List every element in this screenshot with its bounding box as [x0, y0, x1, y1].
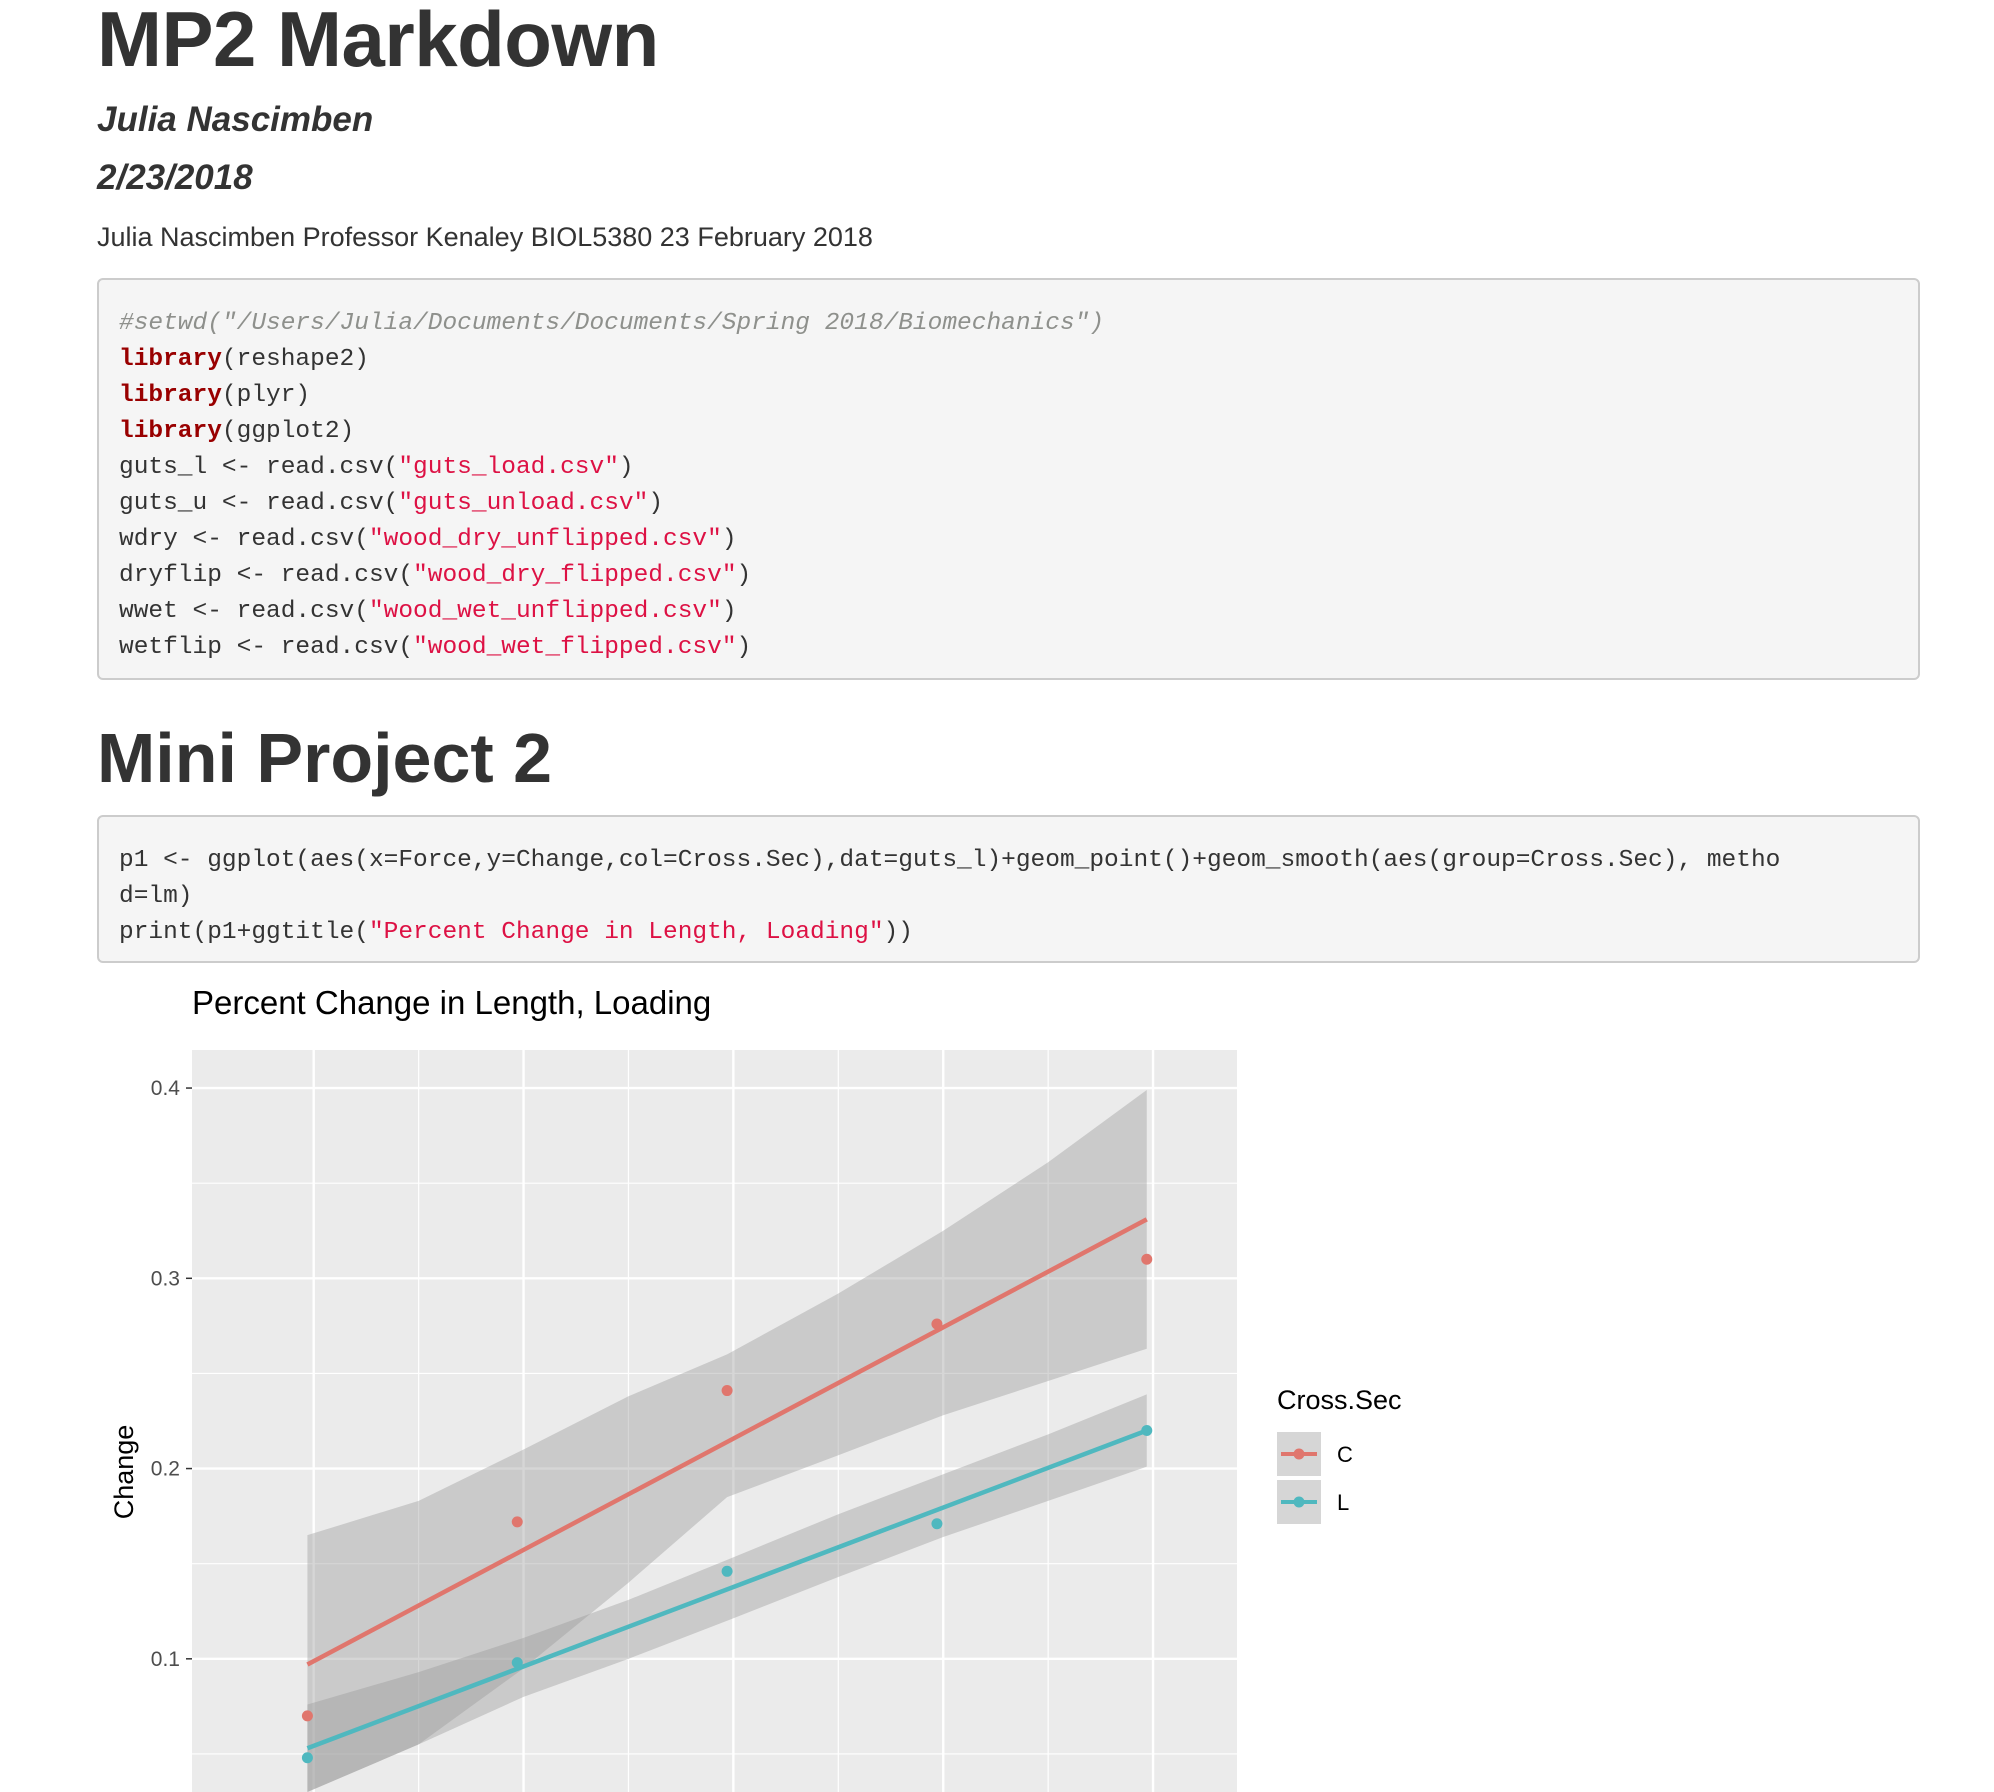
code-text: guts_u <- read.csv(: [119, 490, 399, 517]
plot-panel: [192, 1050, 1237, 1792]
confidence-band-L: [307, 1394, 1147, 1792]
date-line: 2/23/2018: [97, 158, 253, 197]
code-string: "guts_unload.csv": [398, 490, 649, 517]
data-point-C: [301, 1710, 313, 1722]
legend-label-L: L: [1337, 1490, 1349, 1515]
legend: Cross.Sec CL: [1277, 1385, 1402, 1524]
code-text: d=lm): [119, 883, 193, 910]
data-point-C: [1141, 1253, 1153, 1265]
data-point-L: [1141, 1425, 1153, 1437]
scatter-plot: Percent Change in Length, Loading 0.1 0.2…: [109, 985, 1402, 1792]
data-point-C: [721, 1385, 733, 1397]
legend-key-point: [1293, 1496, 1305, 1508]
code-string: "guts_load.csv": [398, 454, 619, 481]
code-text: wetflip <- read.csv(: [119, 634, 414, 661]
code-text: )): [883, 919, 913, 946]
code-string: "wood_wet_unflipped.csv": [368, 598, 722, 625]
y-tick-label: 0.2: [151, 1458, 180, 1481]
code-comment: #setwd("/Users/Julia/Documents/Documents…: [119, 310, 1105, 337]
code-keyword: library: [119, 382, 222, 409]
legend-label-C: C: [1337, 1442, 1353, 1467]
code-keyword: library: [119, 346, 222, 373]
code-text: wdry <- read.csv(: [119, 526, 369, 553]
data-point-C: [931, 1318, 943, 1330]
y-tick-label: 0.3: [151, 1267, 180, 1290]
grid-lines: [192, 1050, 1237, 1792]
code-keyword: library: [119, 418, 222, 445]
code-text: ): [721, 598, 737, 625]
fit-line-C: [306, 1217, 1148, 1667]
code-string: "wood_dry_flipped.csv": [413, 562, 737, 589]
data-point-C: [511, 1516, 523, 1528]
legend-title: Cross.Sec: [1277, 1385, 1402, 1415]
data-point-L: [931, 1518, 943, 1530]
code-text: ): [736, 562, 752, 589]
fit-lines: [306, 1217, 1148, 1751]
code-text: p1 <- ggplot(aes(x=Force,y=Change,col=Cr…: [119, 847, 1781, 874]
plot-background: [192, 1050, 1237, 1792]
code-text: dryflip <- read.csv(: [119, 562, 414, 589]
code-text: (ggplot2): [221, 418, 355, 445]
y-axis-label: Change: [109, 1425, 139, 1520]
y-tick-label: 0.1: [151, 1648, 180, 1671]
code-text: (reshape2): [221, 346, 369, 373]
data-point-L: [301, 1752, 313, 1764]
code-text: ): [648, 490, 664, 517]
code-block-plot: p1 <- ggplot(aes(x=Force,y=Change,col=Cr…: [97, 815, 1920, 963]
section-heading: Mini Project 2: [97, 719, 553, 797]
code-text: print(p1+ggtitle(: [119, 919, 369, 946]
code-text: wwet <- read.csv(: [119, 598, 369, 625]
code-string: "wood_dry_unflipped.csv": [368, 526, 722, 553]
code-text: ): [618, 454, 634, 481]
chart-title: Percent Change in Length, Loading: [192, 985, 711, 1021]
legend-key-point: [1293, 1448, 1305, 1460]
data-points: [301, 1253, 1153, 1764]
code-text: ): [721, 526, 737, 553]
intro-paragraph: Julia Nascimben Professor Kenaley BIOL53…: [97, 222, 873, 252]
y-tick-label: 0.4: [151, 1077, 181, 1100]
code-string: "wood_wet_flipped.csv": [413, 634, 737, 661]
code-text: guts_l <- read.csv(: [119, 454, 399, 481]
fit-line-L: [306, 1428, 1148, 1751]
code-string: "Percent Change in Length, Loading": [368, 919, 884, 946]
page-title: MP2 Markdown: [97, 0, 659, 83]
code-block-setup: #setwd("/Users/Julia/Documents/Documents…: [97, 278, 1920, 680]
code-text: ): [736, 634, 752, 661]
author-line: Julia Nascimben: [97, 100, 374, 139]
code-text: (plyr): [221, 382, 311, 409]
y-axis: 0.1 0.2 0.3 0.4: [151, 1077, 192, 1671]
data-point-L: [511, 1657, 523, 1669]
data-point-L: [721, 1565, 733, 1577]
